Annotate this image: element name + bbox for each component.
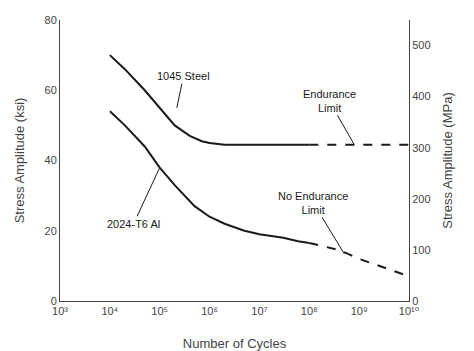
svg-text:40: 40 [45,154,57,166]
svg-text:1045 Steel: 1045 Steel [157,70,210,82]
svg-text:Stress Amplitude (ksi): Stress Amplitude (ksi) [12,98,27,224]
svg-text:2024-T6 Al: 2024-T6 Al [107,218,160,230]
svg-text:10⁴: 10⁴ [101,305,118,317]
svg-text:EnduranceLimit: EnduranceLimit [303,88,356,114]
svg-text:10⁷: 10⁷ [251,305,267,317]
svg-text:300: 300 [412,142,430,154]
svg-text:No EnduranceLimit: No EnduranceLimit [278,190,348,216]
svg-text:10⁸: 10⁸ [301,305,318,317]
svg-text:10⁹: 10⁹ [351,305,368,317]
svg-text:Stress Amplitude (MPa): Stress Amplitude (MPa) [440,92,455,229]
svg-text:10⁶: 10⁶ [201,305,218,317]
svg-text:20: 20 [45,225,57,237]
svg-text:200: 200 [412,193,430,205]
svg-text:100: 100 [412,244,430,256]
svg-text:10³: 10³ [52,305,68,317]
svg-text:0: 0 [51,295,57,307]
svg-text:10⁵: 10⁵ [151,305,168,317]
svg-text:60: 60 [45,84,57,96]
svg-text:500: 500 [412,39,430,51]
svg-text:80: 80 [45,14,57,26]
svg-text:0: 0 [412,295,418,307]
svg-text:Number of Cycles: Number of Cycles [183,336,287,351]
svg-text:10¹⁰: 10¹⁰ [399,305,420,317]
svg-text:400: 400 [412,90,430,102]
